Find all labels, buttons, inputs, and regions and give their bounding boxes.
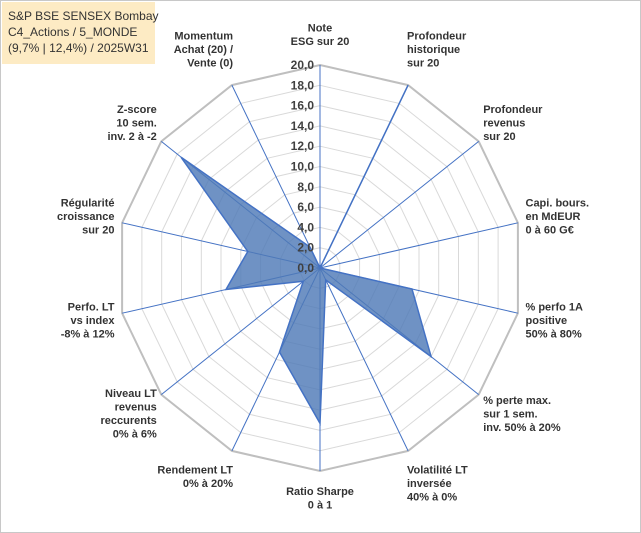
- tick-label: 16,0: [291, 99, 315, 113]
- axis-label-line: vs index: [70, 315, 115, 327]
- axis-label-line: 50% à 80%: [526, 328, 582, 340]
- axis-label: Rendement LT 0% à 20%: [157, 464, 233, 490]
- axis-label: Z-score 10 sem.inv. 2 à -2: [107, 104, 156, 143]
- tick-label: 0,0: [297, 261, 314, 275]
- axis-label-line: inv. 2 à -2: [107, 131, 156, 143]
- axis-label: % perte max.sur 1 sem. inv. 50% à 20%: [483, 395, 561, 434]
- axis-label-line: reccurents: [101, 415, 157, 427]
- axis-label: Perfo. LT vs index-8% à 12%: [61, 301, 116, 340]
- tick-label: 12,0: [291, 139, 315, 153]
- axis-spoke: [160, 267, 321, 395]
- chart-title-box: S&P BSE SENSEX Bombay C4_Actions / 5_MON…: [2, 2, 159, 64]
- axis-label-line: sur 20: [483, 131, 515, 143]
- radial-tick-labels: 0,0 2,0 4,0 6,0 8,0 10,0 12,0 14,0 16,0 18,0 20,0: [291, 58, 315, 275]
- axis-label-line: en MdEUR: [526, 211, 581, 223]
- axis-label-line: croissance: [57, 211, 114, 223]
- tick-label: 4,0: [297, 220, 314, 234]
- axis-label-line: Z-score: [117, 104, 157, 116]
- chart-title-line-2: C4_Actions / 5_MONDE: [8, 25, 138, 39]
- axis-label-line: Note: [308, 23, 332, 35]
- tick-label: 14,0: [291, 119, 315, 133]
- axis-label-line: revenus: [115, 402, 157, 414]
- axis-label-line: inversée: [407, 478, 452, 490]
- axis-spoke: [319, 222, 519, 269]
- axis-label-line: 0 à 1: [308, 500, 332, 512]
- tick-label: 20,0: [291, 58, 315, 72]
- chart-title-line-3: (9,7% | 12,4%) / 2025W31: [8, 41, 149, 55]
- radar-series: [180, 84, 433, 426]
- axis-label-line: historique: [407, 44, 460, 56]
- chart-title-line-1: S&P BSE SENSEX Bombay: [8, 9, 159, 23]
- axis-spoke: [319, 141, 480, 269]
- tick-label: 2,0: [297, 241, 314, 255]
- axis-label-line: Vente (0): [187, 58, 233, 70]
- axis-label-line: Profondeur: [407, 31, 467, 43]
- axis-label-line: ESG sur 20: [291, 36, 350, 48]
- axis-label-line: Niveau LT: [105, 388, 157, 400]
- axis-label-line: Volatilité LT: [407, 464, 468, 476]
- axis-label-line: 0 à 60 G€: [526, 225, 574, 237]
- axis-label-line: -8% à 12%: [61, 328, 115, 340]
- axis-spoke: [231, 84, 321, 269]
- axis-label-line: % perte max.: [483, 395, 551, 407]
- axis-label-line: Rendement LT: [157, 464, 233, 476]
- axis-label-line: revenus: [483, 118, 525, 130]
- tick-label: 6,0: [297, 200, 314, 214]
- tick-label: 18,0: [291, 78, 315, 92]
- axis-label: Capi. bours.en MdEUR 0 à 60 G€: [526, 198, 590, 237]
- tick-label: 8,0: [297, 180, 314, 194]
- series-area: [180, 84, 433, 426]
- axis-label-line: 0% à 6%: [113, 429, 157, 441]
- axis-label-line: 0% à 20%: [183, 478, 233, 490]
- axis-label-line: sur 20: [82, 225, 114, 237]
- axis-label-line: Ratio Sharpe: [286, 486, 354, 498]
- tick-label: 10,0: [291, 160, 315, 174]
- axis-label: Ratio Sharpe 0 à 1: [286, 486, 354, 512]
- axis-label-line: Perfo. LT: [68, 301, 115, 313]
- axis-label-line: sur 1 sem.: [483, 408, 537, 420]
- axis-label-line: Régularité: [61, 198, 115, 210]
- axis-label-line: sur 20: [407, 58, 439, 70]
- axis-label-line: Profondeur: [483, 104, 543, 116]
- axis-label-line: Momentum: [174, 31, 233, 43]
- axis-label-line: 40% à 0%: [407, 491, 457, 503]
- axis-label-line: 10 sem.: [116, 118, 156, 130]
- axis-label-line: % perfo 1A: [526, 301, 584, 313]
- axis-label-line: inv. 50% à 20%: [483, 422, 561, 434]
- axis-label-line: Capi. bours.: [526, 198, 590, 210]
- axis-label-line: Achat (20) /: [174, 44, 233, 56]
- axis-spoke: [319, 267, 409, 452]
- axis-label-line: positive: [526, 315, 568, 327]
